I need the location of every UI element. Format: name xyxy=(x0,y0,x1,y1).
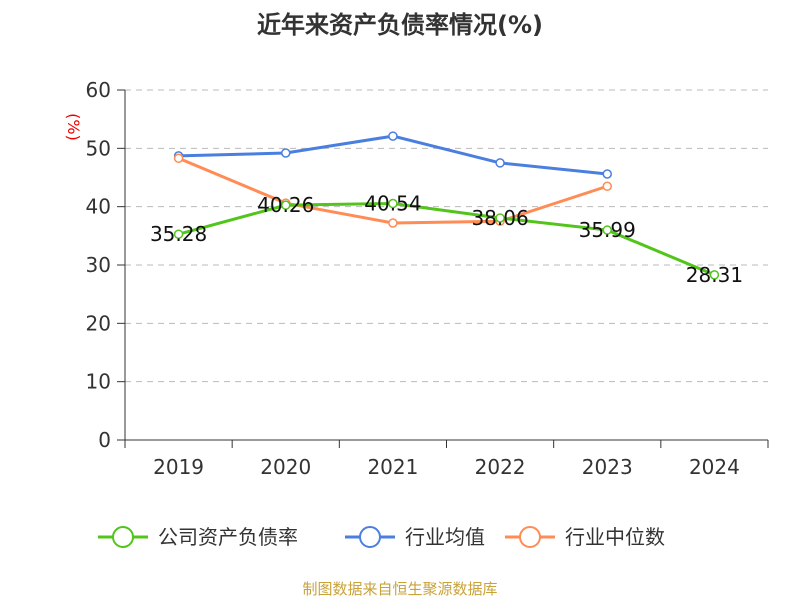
y-tick-label: 50 xyxy=(86,136,111,160)
x-tick-label: 2023 xyxy=(582,455,633,479)
x-tick-label: 2020 xyxy=(260,455,311,479)
legend-item[interactable]: 行业中位数 xyxy=(505,525,665,549)
series-line xyxy=(178,202,715,277)
legend-marker xyxy=(359,526,381,548)
y-axis-label: (%) xyxy=(64,113,83,141)
legend-label: 行业中位数 xyxy=(565,525,665,549)
legend-marker xyxy=(519,526,541,548)
data-point[interactable] xyxy=(388,198,398,209)
data-point[interactable] xyxy=(602,181,612,191)
legend-label: 公司资产负债率 xyxy=(158,525,298,549)
data-point[interactable] xyxy=(281,148,291,158)
data-point[interactable] xyxy=(173,153,184,163)
y-tick-label: 40 xyxy=(86,195,111,219)
legend-item[interactable]: 公司资产负债率 xyxy=(98,525,298,549)
x-tick-label: 2024 xyxy=(689,455,740,479)
y-tick-label: 60 xyxy=(86,78,111,102)
data-point[interactable] xyxy=(602,225,612,235)
data-point[interactable] xyxy=(495,213,505,223)
chart-title: 近年来资产负债率情况(%) xyxy=(257,11,543,39)
legend-marker xyxy=(112,526,134,548)
x-tick-label: 2022 xyxy=(475,455,526,479)
data-point[interactable] xyxy=(388,218,398,228)
data-label: 38.06 xyxy=(471,206,528,230)
data-label: 28.31 xyxy=(686,263,743,287)
data-point[interactable] xyxy=(602,169,612,179)
data-point[interactable] xyxy=(388,131,398,141)
x-tick-label: 2021 xyxy=(367,455,418,479)
data-point[interactable] xyxy=(495,158,505,168)
y-tick-label: 20 xyxy=(86,311,111,335)
legend-item[interactable]: 行业均值 xyxy=(345,525,485,549)
series-line xyxy=(178,134,608,176)
data-point[interactable] xyxy=(709,270,720,280)
data-label: 35.28 xyxy=(150,222,207,246)
data-point[interactable] xyxy=(281,200,291,210)
data-label: 35.99 xyxy=(579,218,636,242)
y-tick-label: 0 xyxy=(98,428,111,452)
x-tick-label: 2019 xyxy=(153,455,204,479)
data-point[interactable] xyxy=(173,229,184,239)
y-tick-label: 30 xyxy=(86,253,111,277)
legend-label: 行业均值 xyxy=(405,525,485,549)
data-label: 40.54 xyxy=(364,192,421,216)
data-label: 40.26 xyxy=(257,193,314,217)
source-note: 制图数据来自恒生聚源数据库 xyxy=(302,580,497,598)
y-tick-label: 10 xyxy=(86,370,111,394)
